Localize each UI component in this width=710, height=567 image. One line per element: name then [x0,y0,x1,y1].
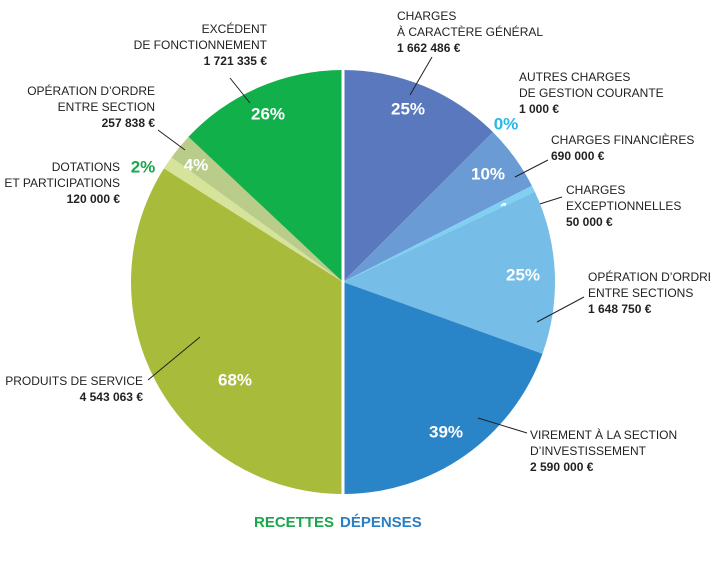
pie-slice [343,282,543,494]
slice-label: DOTATIONS [52,160,120,174]
percent-label: 25% [391,99,425,118]
amount-label: 690 000 € [551,149,605,163]
percent-label: 68% [218,370,252,389]
leader-line [147,336,201,381]
pie-slice [343,185,535,282]
pie-slice [188,70,343,282]
slice-label: D’INVESTISSEMENT [530,444,647,458]
slice-label: OPÉRATION D’ORDRE [27,83,155,98]
slice-label: ET PARTICIPATIONS [4,176,120,190]
leader-line [477,417,528,434]
slice-label: CHARGES [397,9,456,23]
amount-label: 1 721 335 € [204,54,268,68]
amount-label: 2 590 000 € [530,460,594,474]
pie-slice [343,191,556,354]
pie-slice [343,70,493,282]
slice-label: DE FONCTIONNEMENT [134,38,268,52]
percent-label: 26% [251,104,285,123]
slice-label: CHARGES FINANCIÈRES [551,132,694,147]
legend-recettes: RECETTES [254,514,334,531]
slice-label: PRODUITS DE SERVICE [5,374,143,388]
percent-label: 0% [494,114,519,133]
slice-label: CHARGES [566,183,625,197]
leader-line [409,56,433,96]
amount-label: 50 000 € [566,215,613,229]
leader-line [229,77,251,104]
slice-label: À CARACTÈRE GÉNÉRAL [397,24,543,39]
amount-label: 257 838 € [102,116,156,130]
amount-label: 1 662 486 € [397,41,461,55]
percent-label: 2% [131,157,156,176]
pie-slice [164,157,343,282]
slice-label: ENTRE SECTION [58,100,155,114]
slice-label: ENTRE SECTIONS [588,286,693,300]
slice-label: VIREMENT À LA SECTION [530,427,677,442]
leader-line [514,159,549,178]
leader-line [536,296,585,323]
slice-label: EXCÉDENT [202,21,268,36]
slice-label: EXCEPTIONNELLES [566,199,681,213]
slice-label: DE GESTION COURANTE [519,86,664,100]
amount-label: 120 000 € [67,192,121,206]
pie-slice [171,136,343,282]
amount-label: 1 648 750 € [588,302,652,316]
percent-label: 39% [429,422,463,441]
pie-slice [343,132,532,282]
legend-depenses: DÉPENSES [340,514,422,531]
slice-label: AUTRES CHARGES [519,70,630,84]
percent-label: 25% [506,265,540,284]
amount-label: 4 543 063 € [80,390,144,404]
slice-label: OPÉRATION D’ORDRE [588,269,710,284]
pie-slice [130,168,343,494]
percent-label: 10% [471,164,505,183]
amount-label: 1 000 € [519,102,559,116]
percent-label: 4% [184,155,209,174]
leader-line [157,129,186,151]
